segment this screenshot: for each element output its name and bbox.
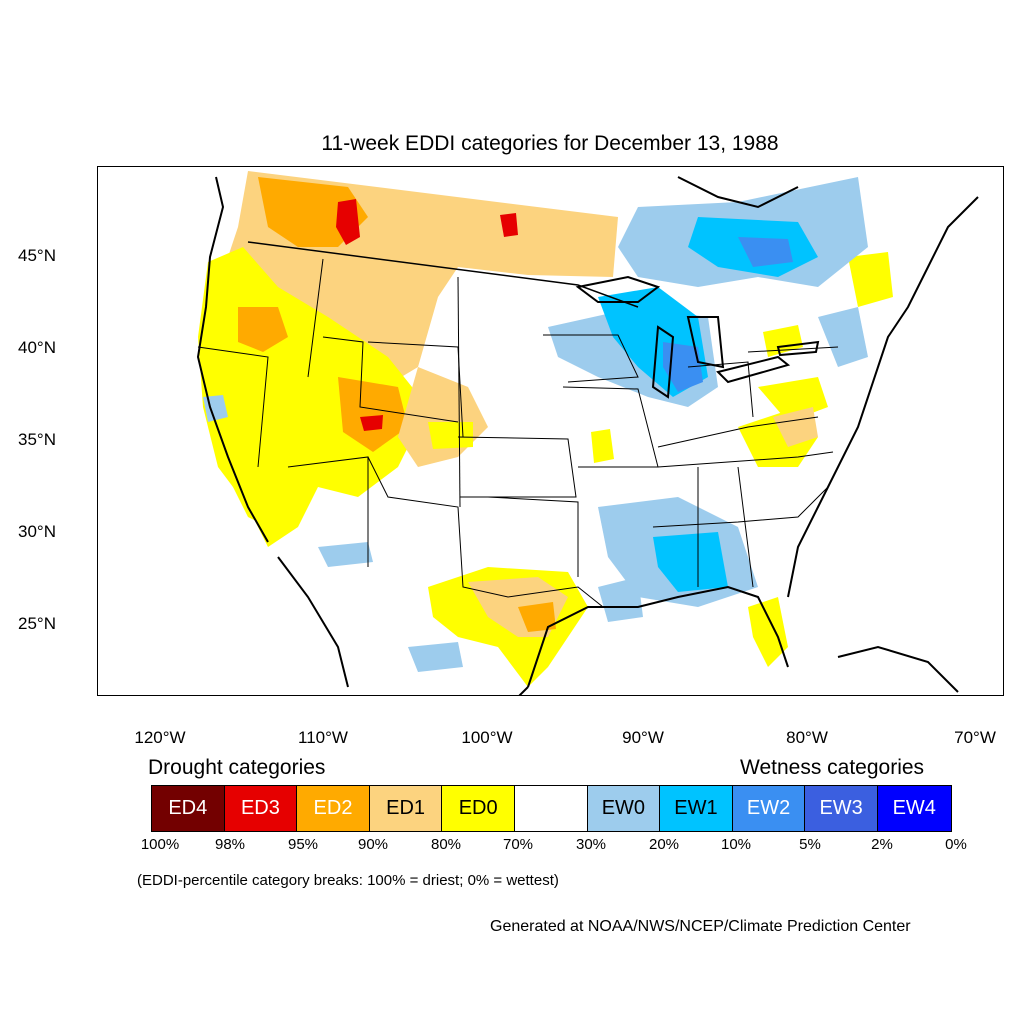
state-boundaries (197, 241, 839, 608)
state-line-oklahoma (487, 496, 579, 577)
ed3-spot-montana (336, 199, 360, 245)
cuba-coast (837, 645, 959, 693)
drought-categories-heading: Drought categories (148, 756, 326, 779)
lat-label-35: 35°N (18, 430, 56, 449)
legend-box-ew2: EW2 (732, 786, 806, 831)
ed3-spot-colorado (360, 415, 383, 431)
wetness-regions (203, 177, 868, 672)
legend-box-ed3: ED3 (224, 786, 298, 831)
ew0-region-newengland (818, 307, 868, 367)
state-line-plains (457, 276, 461, 508)
state-line-tennessee (657, 451, 834, 468)
state-line-kentucky (657, 416, 819, 448)
ed0-region-maine (848, 252, 893, 307)
hudson-bay-shore (677, 176, 799, 209)
legend-box-neutral (514, 786, 588, 831)
ed0-region-arkansas (591, 429, 614, 463)
ed2-region-texas (518, 602, 556, 632)
credit-line: Generated at NOAA/NWS/NCEP/Climate Predi… (490, 918, 911, 935)
ed0-region-greatlakes-east (763, 325, 803, 357)
state-line-ohio (687, 361, 754, 418)
ed3-spot-northdakota (500, 213, 518, 237)
state-line-idaho-montana (307, 258, 324, 378)
map-title: 11-week EDDI categories for December 13,… (321, 132, 779, 155)
lon-label-100: 100°W (461, 728, 513, 747)
ed0-region-florida (748, 597, 788, 667)
ew0-region-texas-gulf (598, 577, 643, 622)
ed0-region-kansas (428, 422, 473, 449)
drought-regions (198, 171, 893, 687)
state-line-nevada (197, 346, 269, 468)
legend-box-ew3: EW3 (805, 786, 878, 831)
category-breaks-note: (EDDI-percentile category breaks: 100% =… (137, 872, 559, 889)
gulf-coast (527, 585, 789, 688)
lon-label-120: 120°W (134, 728, 186, 747)
break-label: 98% (214, 836, 246, 853)
map-frame (97, 166, 1004, 696)
ed1-region-colorado (398, 367, 488, 467)
state-line-kansas (457, 436, 577, 498)
canada-border (247, 241, 639, 308)
state-line-georgia (737, 466, 754, 588)
wetness-categories-heading: Wetness categories (740, 756, 925, 779)
break-label: 70% (502, 836, 534, 853)
ew2-region-michigan (663, 342, 703, 392)
state-line-missouri (562, 386, 659, 468)
lon-label-90: 90°W (622, 728, 664, 747)
lat-label-40: 40°N (18, 338, 56, 357)
break-label: 0% (945, 836, 967, 853)
ed0-region-california (203, 347, 288, 527)
lon-label-70: 70°W (954, 728, 996, 747)
break-label: 100% (140, 836, 180, 853)
state-line-colorado (367, 341, 464, 438)
legend-box-ed0: ED0 (442, 786, 515, 831)
atlantic-coast (787, 196, 979, 598)
lake-erie (716, 355, 791, 384)
lat-label-30: 30°N (18, 522, 56, 541)
break-label: 5% (799, 836, 821, 853)
legend-box-ed2: ED2 (297, 786, 370, 831)
lat-label-45: 45°N (18, 246, 56, 265)
baja-coast (277, 556, 349, 688)
ed2-region-utah (338, 377, 408, 452)
break-label: 90% (357, 836, 389, 853)
mexico-east-coast (518, 686, 529, 695)
break-label: 20% (648, 836, 680, 853)
lake-huron (686, 316, 725, 369)
break-label: 95% (287, 836, 319, 853)
lake-michigan (651, 325, 675, 399)
ew0-region-mexico (408, 642, 463, 672)
state-line-nm-az (287, 456, 369, 567)
ew2-region-ontario (738, 237, 793, 267)
lake-ontario (776, 340, 820, 357)
legend-box-ew4: EW4 (877, 786, 951, 831)
break-label: 10% (720, 836, 752, 853)
legend-box-ew0: EW0 (587, 786, 661, 831)
pacific-coast (196, 176, 269, 543)
state-line-southeast (652, 486, 829, 528)
lat-label-25: 25°N (18, 614, 56, 633)
break-label: 2% (871, 836, 893, 853)
ew0-region-arizona (318, 542, 373, 567)
ed2-region-oregon (238, 307, 288, 352)
eddi-map (196, 171, 979, 695)
legend-box-ed4: ED4 (152, 786, 225, 831)
legend-color-bar: ED4 ED3 ED2 ED1 ED0 EW0 EW1 EW2 EW3 EW4 (151, 785, 952, 832)
legend-box-ed1: ED1 (369, 786, 443, 831)
break-label: 30% (575, 836, 607, 853)
legend-box-ew1: EW1 (660, 786, 733, 831)
state-line-texas (367, 456, 604, 608)
lon-label-110: 110°W (298, 728, 348, 747)
lon-label-80: 80°W (786, 728, 828, 747)
break-label: 80% (430, 836, 462, 853)
coastlines (196, 176, 979, 695)
ew1-region-southeast (653, 532, 728, 592)
ed1-region-virginia (773, 407, 818, 447)
state-line-iowa (543, 334, 639, 383)
state-line-wyoming (322, 336, 459, 423)
state-line-pennsylvania (747, 346, 839, 353)
lake-superior (575, 275, 661, 303)
